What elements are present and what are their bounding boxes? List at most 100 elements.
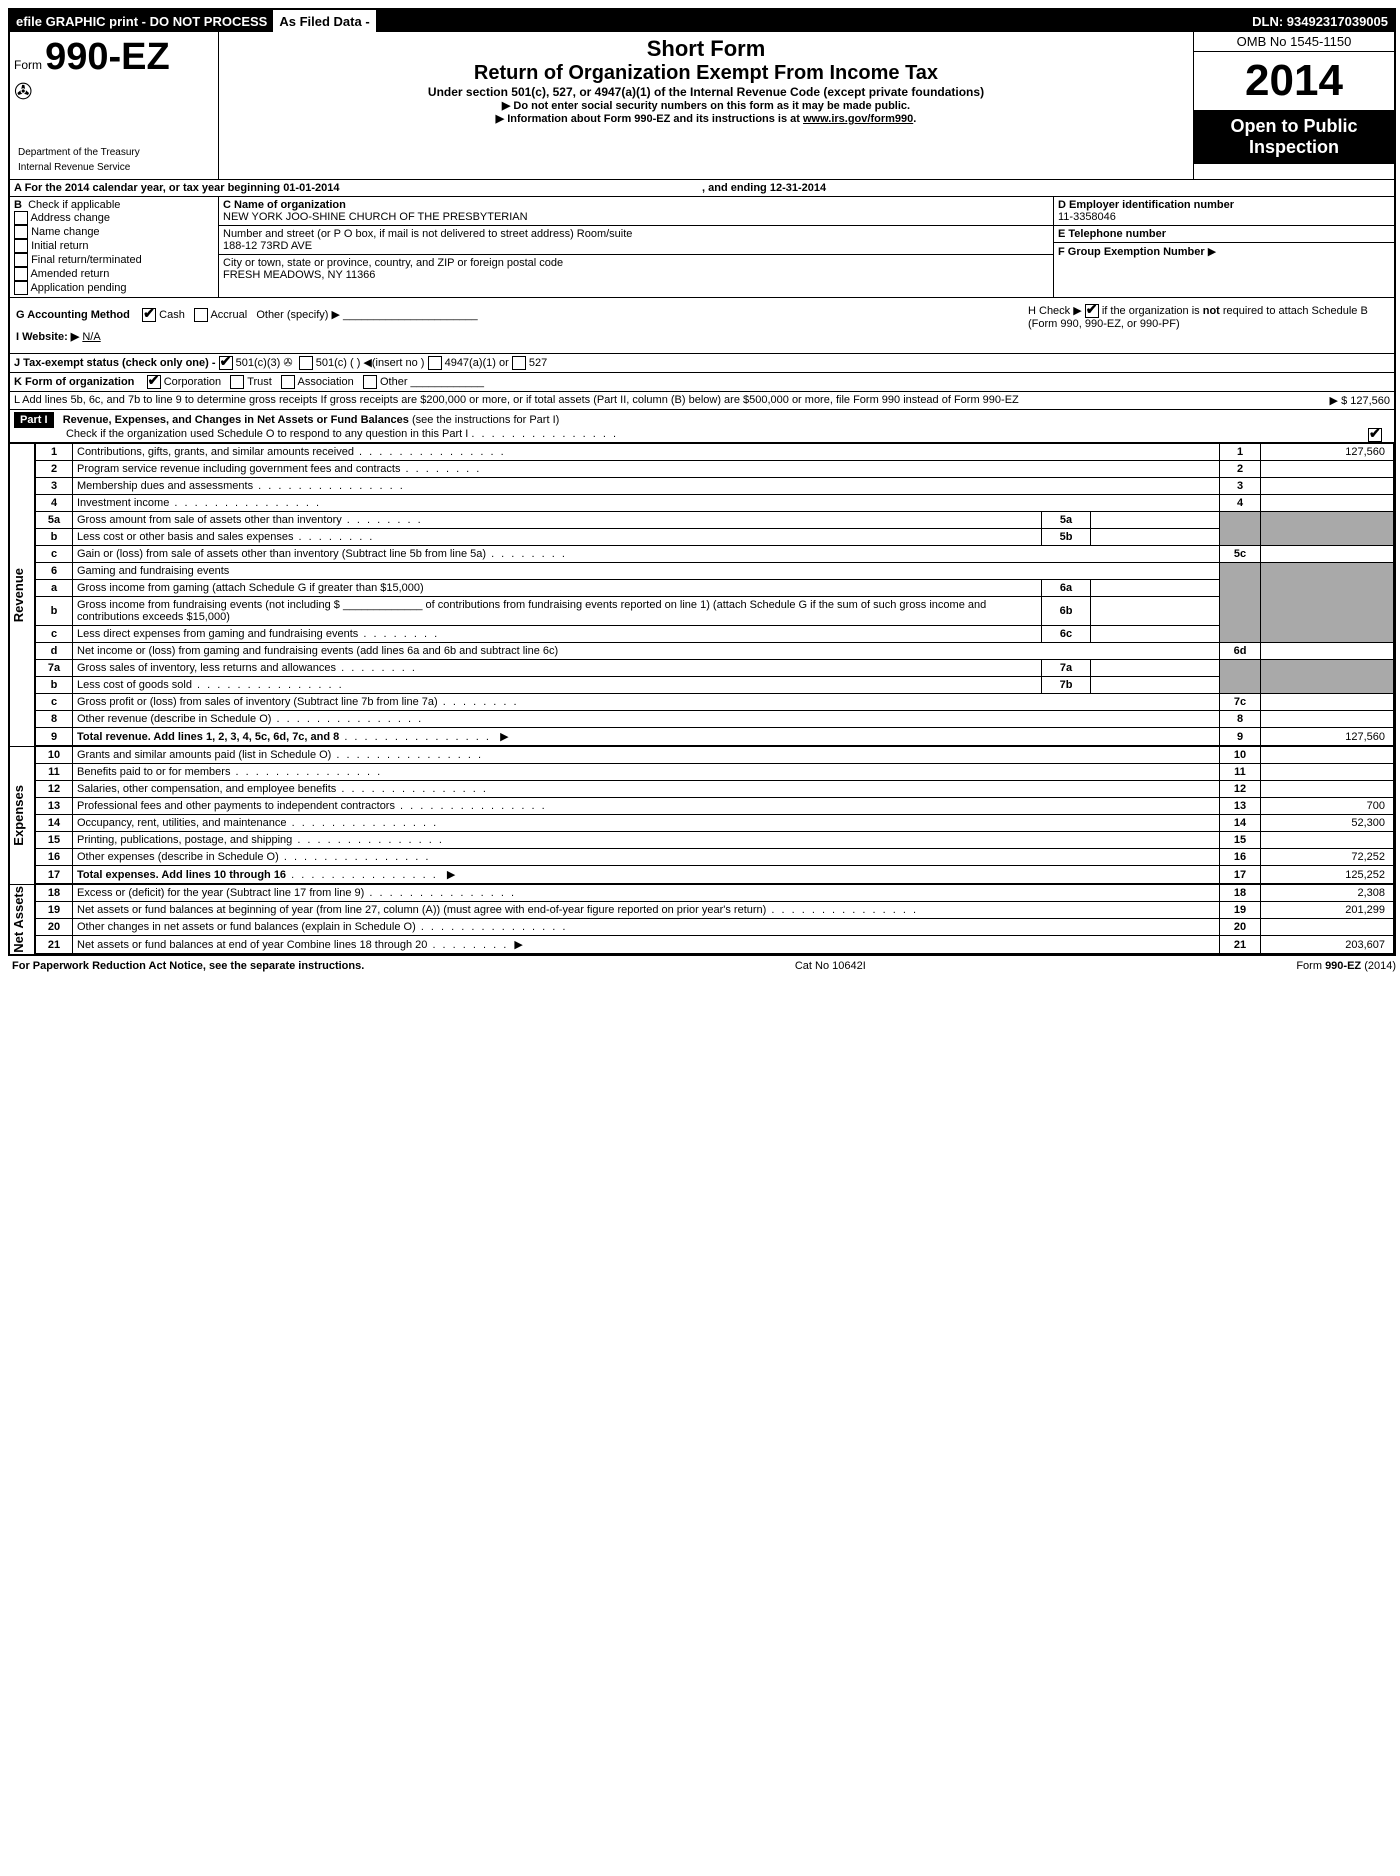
i-website-value: N/A (82, 331, 100, 343)
form-number: 990-EZ (45, 36, 170, 78)
revenue-table: 1Contributions, gifts, grants, and simil… (35, 443, 1394, 746)
line-19: 19Net assets or fund balances at beginni… (36, 902, 1394, 919)
line-11: 11Benefits paid to or for members11 (36, 764, 1394, 781)
line-7c: cGross profit or (loss) from sales of in… (36, 694, 1394, 711)
line-13: 13Professional fees and other payments t… (36, 798, 1394, 815)
dln: DLN: 93492317039005 (1246, 14, 1394, 29)
f-arrow: ▶ (1208, 246, 1216, 258)
as-filed-blank (376, 14, 417, 29)
info-url-link[interactable]: www.irs.gov/form990 (803, 113, 913, 125)
line-10: 10Grants and similar amounts paid (list … (36, 747, 1394, 764)
chk-amended-return[interactable]: Amended return (14, 267, 214, 281)
row-a: A For the 2014 calendar year, or tax yea… (10, 180, 1394, 197)
line-6c: cLess direct expenses from gaming and fu… (36, 626, 1394, 643)
revenue-vlabel: Revenue (11, 568, 33, 622)
gh-left: G Accounting Method Cash Accrual Other (… (10, 298, 1022, 353)
c-name-value: NEW YORK JOO-SHINE CHURCH OF THE PRESBYT… (223, 211, 1049, 223)
c-street-value: 188-12 73RD AVE (223, 240, 1049, 252)
line-6a: aGross income from gaming (attach Schedu… (36, 580, 1394, 597)
as-filed-label: As Filed Data - (273, 10, 375, 32)
header-center: Short Form Return of Organization Exempt… (219, 32, 1194, 179)
chk-h-schedule-b[interactable] (1085, 304, 1099, 318)
row-a-end: , and ending 12-31-2014 (698, 180, 830, 196)
part1-label: Part I (14, 412, 54, 428)
expenses-table: 10Grants and similar amounts paid (list … (35, 746, 1394, 884)
section-bcdef: B Check if applicable Address change Nam… (10, 197, 1394, 298)
omb-number: OMB No 1545-1150 (1194, 32, 1394, 52)
header-right: OMB No 1545-1150 2014 Open to Public Ins… (1194, 32, 1394, 179)
chk-corp[interactable] (147, 375, 161, 389)
chk-name-change[interactable]: Name change (14, 225, 214, 239)
line-20: 20Other changes in net assets or fund ba… (36, 919, 1394, 936)
line-15: 15Printing, publications, postage, and s… (36, 832, 1394, 849)
open-public: Open to Public Inspection (1194, 110, 1394, 164)
row-gh: G Accounting Method Cash Accrual Other (… (10, 298, 1394, 354)
chk-schedule-o[interactable] (1368, 428, 1382, 442)
chk-application-pending[interactable]: Application pending (14, 281, 214, 295)
netassets-section: Net Assets 18Excess or (deficit) for the… (10, 884, 1394, 954)
part1-see: (see the instructions for Part I) (412, 414, 559, 426)
f-group-label: F Group Exemption Number (1058, 246, 1205, 258)
row-a-begin: A For the 2014 calendar year, or tax yea… (10, 180, 698, 196)
chk-initial-return[interactable]: Initial return (14, 239, 214, 253)
line-5b: bLess cost or other basis and sales expe… (36, 529, 1394, 546)
line-7a: 7aGross sales of inventory, less returns… (36, 660, 1394, 677)
line-4: 4Investment income4 (36, 495, 1394, 512)
revenue-section: Revenue 1Contributions, gifts, grants, a… (10, 443, 1394, 746)
line-14: 14Occupancy, rent, utilities, and mainte… (36, 815, 1394, 832)
col-b: B Check if applicable Address change Nam… (10, 197, 219, 297)
line-2: 2Program service revenue including gover… (36, 461, 1394, 478)
part1-header-row: Part I Revenue, Expenses, and Changes in… (10, 410, 1394, 443)
chk-cash[interactable] (142, 308, 156, 322)
line-6d: dNet income or (loss) from gaming and fu… (36, 643, 1394, 660)
l-amount: ▶ $ 127,560 (1250, 394, 1390, 407)
form-header: Form 990-EZ ✇ Department of the Treasury… (10, 32, 1394, 180)
chk-assoc[interactable] (281, 375, 295, 389)
netassets-vlabel: Net Assets (11, 886, 33, 953)
line-7b: bLess cost of goods sold7b (36, 677, 1394, 694)
e-phone-label: E Telephone number (1058, 228, 1390, 240)
expenses-vlabel: Expenses (11, 785, 33, 846)
d-ein-label: D Employer identification number (1058, 199, 1390, 211)
dept-treasury: Department of the Treasury (14, 145, 214, 160)
line-1: 1Contributions, gifts, grants, and simil… (36, 444, 1394, 461)
col-c: C Name of organization NEW YORK JOO-SHIN… (219, 197, 1054, 297)
chk-address-change[interactable]: Address change (14, 211, 214, 225)
form-label: Form (14, 58, 42, 72)
irs: Internal Revenue Service (14, 160, 214, 175)
under-section: Under section 501(c), 527, or 4947(a)(1)… (227, 85, 1185, 99)
return-title: Return of Organization Exempt From Incom… (227, 62, 1185, 85)
expenses-section: Expenses 10Grants and similar amounts pa… (10, 746, 1394, 884)
line-9: 9Total revenue. Add lines 1, 2, 3, 4, 5c… (36, 728, 1394, 746)
line-17: 17Total expenses. Add lines 10 through 1… (36, 866, 1394, 884)
g-label: G Accounting Method (16, 309, 130, 321)
d-ein-value: 11-3358046 (1058, 211, 1390, 223)
top-bar: efile GRAPHIC print - DO NOT PROCESS As … (10, 10, 1394, 32)
chk-final-return[interactable]: Final return/terminated (14, 253, 214, 267)
chk-501c[interactable] (299, 356, 313, 370)
chk-4947[interactable] (428, 356, 442, 370)
gh-right: H Check ▶ if the organization is not req… (1022, 298, 1394, 353)
chk-other-org[interactable] (363, 375, 377, 389)
chk-501c3[interactable] (219, 356, 233, 370)
footer-center: Cat No 10642I (364, 960, 1296, 972)
c-city-value: FRESH MEADOWS, NY 11366 (223, 269, 1049, 281)
line-5c: cGain or (loss) from sale of assets othe… (36, 546, 1394, 563)
i-website-label: I Website: ▶ (16, 331, 79, 343)
c-name-label: C Name of organization (223, 199, 1049, 211)
part1-title: Revenue, Expenses, and Changes in Net As… (63, 414, 409, 426)
chk-527[interactable] (512, 356, 526, 370)
line-21: 21Net assets or fund balances at end of … (36, 936, 1394, 954)
short-form-title: Short Form (227, 36, 1185, 62)
info-about: ▶ Information about Form 990-EZ and its … (227, 112, 1185, 125)
form-990ez: efile GRAPHIC print - DO NOT PROCESS As … (8, 8, 1396, 956)
col-def: D Employer identification number 11-3358… (1054, 197, 1394, 297)
chk-accrual[interactable] (194, 308, 208, 322)
row-j: J Tax-exempt status (check only one) - 5… (10, 354, 1394, 373)
tax-year: 2014 (1194, 52, 1394, 110)
efile-text: efile GRAPHIC print - DO NOT PROCESS (10, 14, 273, 29)
row-k: K Form of organization Corporation Trust… (10, 373, 1394, 392)
line-6: 6Gaming and fundraising events (36, 563, 1394, 580)
chk-trust[interactable] (230, 375, 244, 389)
do-not-enter: ▶ Do not enter social security numbers o… (227, 99, 1185, 112)
